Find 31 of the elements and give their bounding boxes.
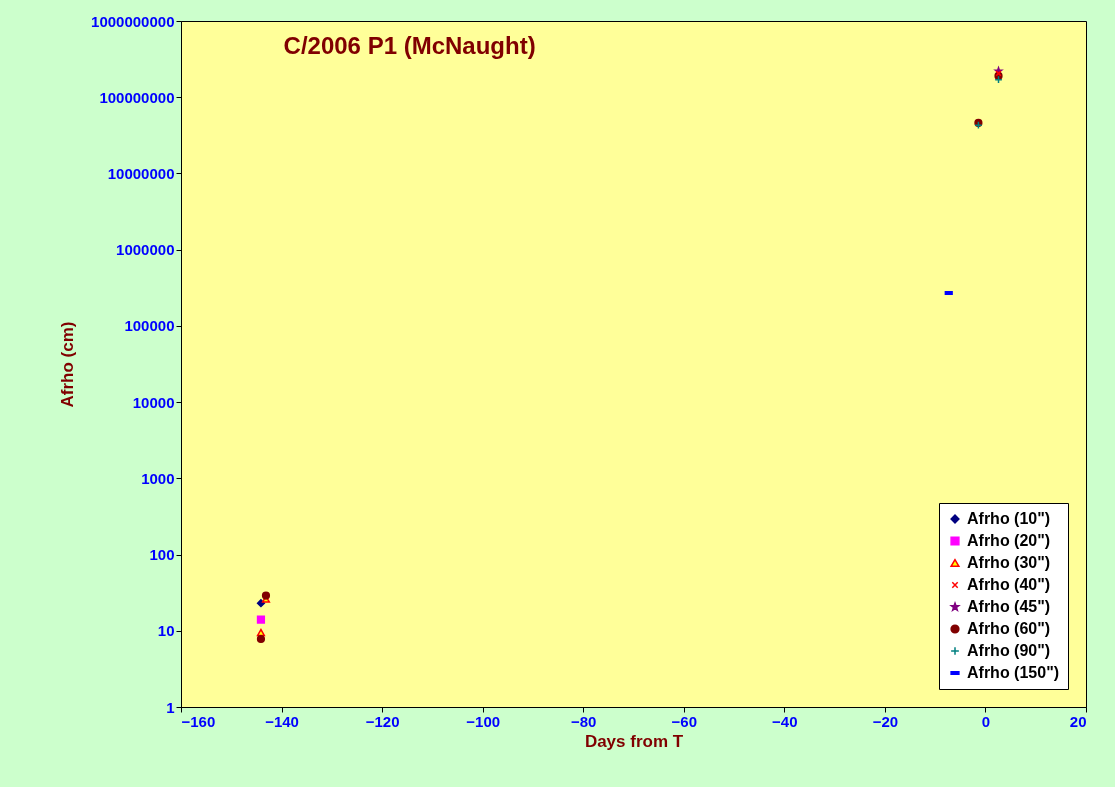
y-tick-label: 1000000000 <box>91 12 175 30</box>
legend-label: Afrho (10") <box>967 510 1051 527</box>
x-tick-label: −160 <box>181 712 216 730</box>
y-tick-label: 1000 <box>141 469 175 487</box>
x-tick-label: −100 <box>466 712 501 730</box>
y-tick-label: 1000000 <box>116 241 175 259</box>
x-tick-label: −120 <box>365 712 400 730</box>
legend-label: Afrho (90") <box>967 642 1051 659</box>
x-tick-label: −20 <box>872 712 899 730</box>
y-tick-label: 100 <box>149 546 175 564</box>
legend-label: Afrho (150") <box>967 664 1060 681</box>
legend-label: Afrho (20") <box>967 532 1051 549</box>
x-tick-label: −60 <box>671 712 697 730</box>
x-tick-label: −140 <box>265 712 299 730</box>
x-tick-label: −40 <box>772 712 798 730</box>
y-tick-label: 100000000 <box>99 88 175 106</box>
y-tick-label: 10000 <box>132 393 175 411</box>
x-tick-label: 0 <box>981 712 991 730</box>
legend-label: Afrho (30") <box>967 554 1051 571</box>
y-tick-label: 10 <box>157 622 175 640</box>
text: C/2006 P1 (McNaught) <box>283 32 536 59</box>
x-tick-label: −80 <box>571 712 597 730</box>
legend-label: Afrho (40") <box>967 576 1051 593</box>
x-axis-title: Days from T <box>584 731 684 751</box>
x-tick-label: 20 <box>1069 712 1087 730</box>
y-tick-label: 10000000 <box>107 164 175 182</box>
legend-label: Afrho (60") <box>967 620 1051 637</box>
legend-label: Afrho (45") <box>967 598 1051 615</box>
y-tick-label: 100000 <box>124 317 175 335</box>
y-axis-title: Afrho (cm) <box>58 321 78 408</box>
y-tick-label: 1 <box>166 698 175 716</box>
